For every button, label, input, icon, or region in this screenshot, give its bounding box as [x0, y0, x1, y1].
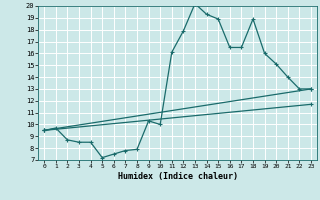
- X-axis label: Humidex (Indice chaleur): Humidex (Indice chaleur): [118, 172, 238, 181]
